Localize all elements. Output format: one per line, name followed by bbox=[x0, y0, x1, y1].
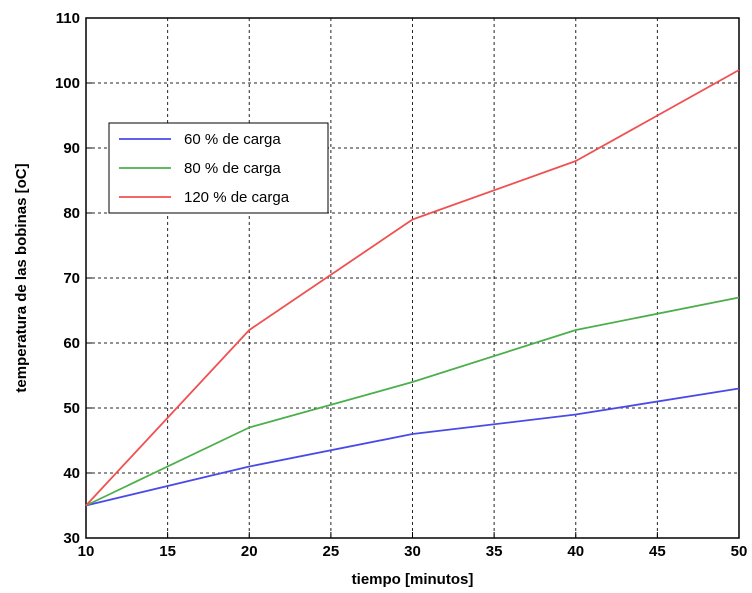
x-axis-label: tiempo [minutos] bbox=[352, 571, 474, 588]
x-tick-label: 10 bbox=[78, 543, 95, 560]
x-tick-label: 45 bbox=[649, 543, 666, 560]
series-layer bbox=[85, 69, 740, 507]
y-tick-label: 100 bbox=[55, 75, 80, 92]
y-tick-label: 80 bbox=[63, 205, 80, 222]
y-tick-label: 110 bbox=[56, 10, 80, 27]
x-tick-label: 25 bbox=[323, 543, 340, 560]
x-tick-label: 15 bbox=[159, 543, 176, 560]
x-tick-label: 50 bbox=[731, 543, 748, 560]
x-tick-label: 20 bbox=[241, 543, 258, 560]
legend-label: 120 % de carga bbox=[184, 189, 290, 206]
grid bbox=[86, 18, 739, 538]
legend: 60 % de carga 80 % de carga 120 % de carga bbox=[108, 122, 329, 214]
y-tick-label: 30 bbox=[63, 530, 80, 547]
tick-labels: 10 15 20 25 30 35 40 45 50 30 40 50 60 70 80 90 100 110 bbox=[55, 10, 747, 560]
y-axis-label: temperatura de las bobinas [oC] bbox=[13, 163, 30, 392]
y-tick-label: 90 bbox=[63, 140, 80, 157]
y-tick-label: 60 bbox=[63, 335, 80, 352]
series-line-2 bbox=[85, 69, 740, 507]
y-tick-label: 70 bbox=[63, 270, 80, 287]
legend-label: 60 % de carga bbox=[184, 131, 281, 148]
y-tick-label: 50 bbox=[63, 400, 80, 417]
series-line-0 bbox=[85, 387, 740, 507]
y-tick-label: 40 bbox=[63, 465, 80, 482]
x-tick-label: 35 bbox=[486, 543, 503, 560]
x-tick-label: 30 bbox=[404, 543, 421, 560]
legend-label: 80 % de carga bbox=[184, 160, 281, 177]
series-line-1 bbox=[85, 296, 740, 507]
x-tick-label: 40 bbox=[567, 543, 584, 560]
